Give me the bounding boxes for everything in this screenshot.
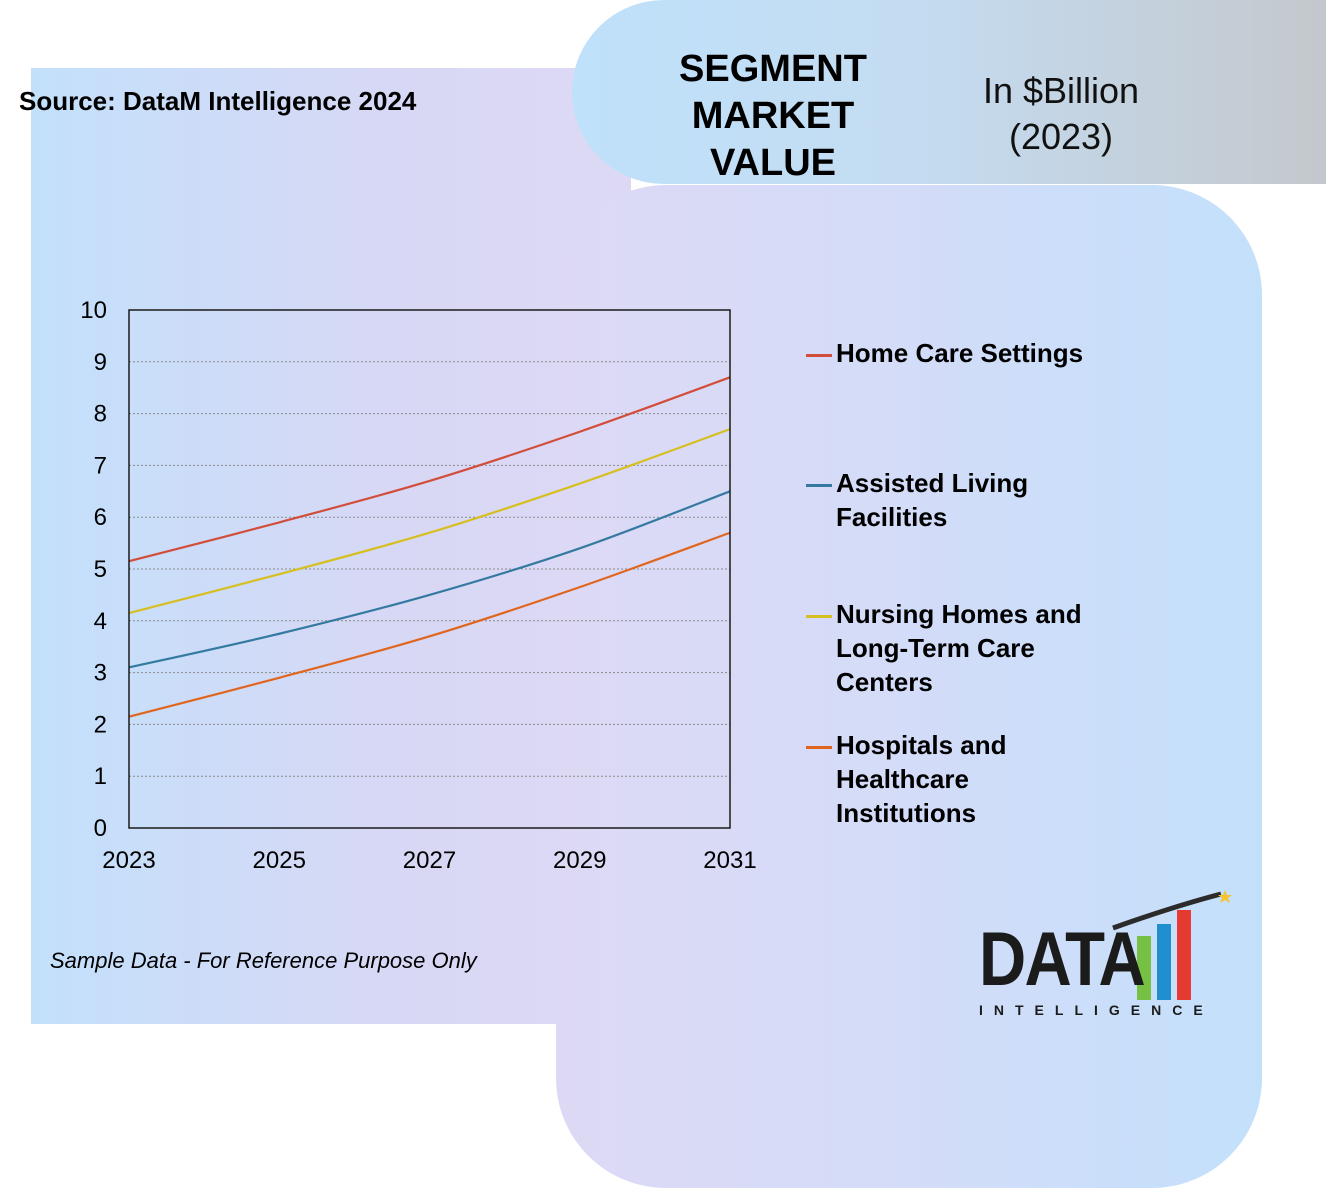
logo-bar-red xyxy=(1177,910,1191,1000)
series-line-2 xyxy=(128,428,731,615)
y-tick-label: 6 xyxy=(94,504,107,531)
logo-star-icon xyxy=(1218,890,1232,903)
header-pill xyxy=(572,0,1326,184)
x-tick-label: 2023 xyxy=(102,847,155,874)
y-tick-label: 7 xyxy=(94,452,107,479)
series-line-1 xyxy=(128,490,731,669)
source-label: Source: DataM Intelligence 2024 xyxy=(19,86,417,116)
series-line-0 xyxy=(128,376,731,563)
series-line-3 xyxy=(128,531,731,718)
legend-swatch xyxy=(806,354,832,357)
legend-label: Home Care Settings xyxy=(836,338,1084,368)
logo-bars-icon xyxy=(1112,890,1232,1000)
y-tick-label: 2 xyxy=(94,711,107,738)
logo-bar-green xyxy=(1137,936,1151,1000)
y-tick-label: 10 xyxy=(80,297,107,324)
logo-text: DATA xyxy=(979,917,1146,1002)
x-tick-label: 2025 xyxy=(253,847,306,874)
legend-label: Nursing Homes and Long-Term Care Centers xyxy=(836,599,1082,697)
logo-subtext: INTELLIGENCE xyxy=(979,1002,1214,1018)
axis-layer: 0 1 2 3 4 5 6 7 8 9 10 2023 2025 2027 2029 2031 xyxy=(80,297,756,874)
legend-label: Assisted Living Facilities xyxy=(836,468,1029,532)
plot-frame xyxy=(128,309,731,829)
y-tick-label: 9 xyxy=(94,349,107,376)
y-tick-label: 3 xyxy=(94,660,107,687)
legend-swatch xyxy=(806,746,832,749)
y-tick-label: 0 xyxy=(94,815,107,842)
left-background-panel xyxy=(31,68,631,1024)
y-tick-label: 8 xyxy=(94,401,107,428)
grid-layer xyxy=(129,361,730,777)
logo-bar-blue xyxy=(1157,924,1171,1000)
right-background-card xyxy=(556,185,1262,1188)
segment-title: SEGMENT MARKET VALUE xyxy=(679,48,867,184)
sample-data-note: Sample Data - For Reference Purpose Only xyxy=(50,948,477,973)
legend-label: Hospitals and Healthcare Institutions xyxy=(836,730,1007,828)
y-tick-label: 4 xyxy=(94,608,107,635)
x-tick-label: 2029 xyxy=(553,847,606,874)
datam-intelligence-logo: DATA INTELLIGENCE xyxy=(975,888,1235,1023)
legend-swatch xyxy=(806,484,832,487)
y-tick-label: 5 xyxy=(94,556,107,583)
series-layer xyxy=(128,376,731,718)
logo-swoosh xyxy=(1112,891,1222,931)
unit-label: In $Billion (2023) xyxy=(982,70,1140,157)
legend-swatch xyxy=(806,615,832,618)
x-tick-label: 2027 xyxy=(403,847,456,874)
y-tick-label: 1 xyxy=(94,763,107,790)
x-tick-label: 2031 xyxy=(703,847,756,874)
